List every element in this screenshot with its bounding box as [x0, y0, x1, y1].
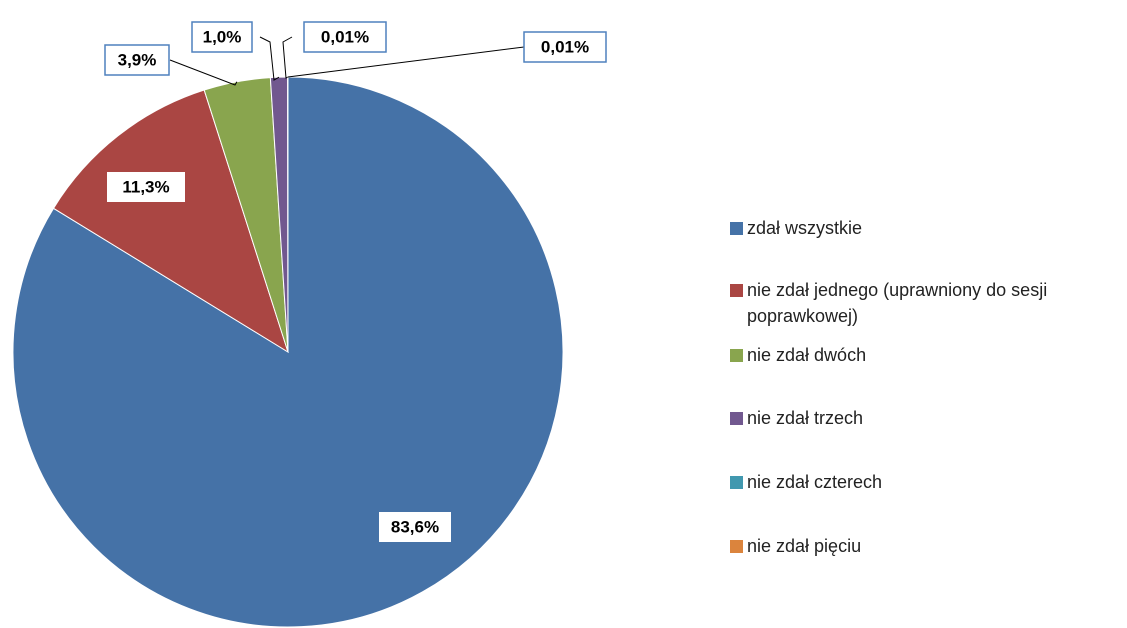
legend-item: nie zdał jednego (uprawniony do sesji po… [730, 277, 1120, 329]
data-label: 11,3% [122, 177, 169, 196]
label-box [379, 512, 451, 542]
label-box [523, 31, 607, 63]
legend-label: nie zdał jednego (uprawniony do sesji po… [747, 280, 1048, 326]
legend-item: zdał wszystkie [730, 215, 1120, 241]
legend-swatch [730, 284, 743, 297]
legend-swatch [730, 412, 743, 425]
pie-slice [12, 76, 564, 628]
legend-label: nie zdał trzech [747, 408, 864, 428]
legend-swatch [730, 476, 743, 489]
leader-line [282, 36, 293, 79]
legend-item: nie zdał czterech [730, 469, 1120, 495]
data-label: 83,6% [391, 517, 439, 536]
legend-swatch [730, 540, 743, 553]
data-label: 1,0% [203, 27, 242, 46]
leader-line [287, 46, 525, 78]
data-label: 3,9% [118, 50, 157, 69]
legend-label: zdał wszystkie [747, 218, 863, 238]
legend-swatch [730, 222, 743, 235]
legend-item: nie zdał pięciu [730, 533, 1120, 559]
legend-swatch [730, 349, 743, 362]
data-label: 0,01% [541, 37, 589, 56]
legend: zdał wszystkie nie zdał jednego (uprawnio… [730, 0, 1120, 628]
label-box [191, 21, 253, 53]
label-box [107, 172, 185, 202]
legend-item: nie zdał dwóch [730, 342, 1120, 368]
pie-slice [52, 89, 289, 354]
label-box [303, 21, 387, 53]
leader-line [169, 59, 238, 86]
legend-label: nie zdał czterech [747, 472, 883, 492]
data-label: 0,01% [321, 27, 369, 46]
legend-item: nie zdał trzech [730, 405, 1120, 431]
legend-label: nie zdał pięciu [747, 536, 862, 556]
leader-line [259, 36, 280, 81]
legend-label: nie zdał dwóch [747, 345, 867, 365]
label-box [104, 44, 170, 76]
